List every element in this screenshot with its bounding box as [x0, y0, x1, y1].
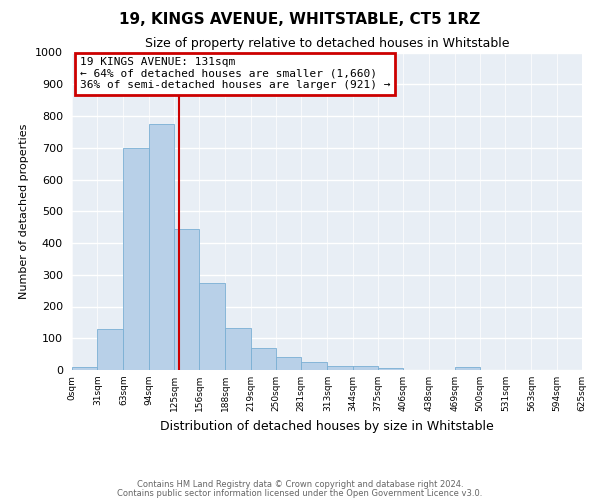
Bar — [174, 230, 199, 370]
Text: 19, KINGS AVENUE, WHITSTABLE, CT5 1RZ: 19, KINGS AVENUE, WHITSTABLE, CT5 1RZ — [119, 12, 481, 28]
Text: 19 KINGS AVENUE: 131sqm
← 64% of detached houses are smaller (1,660)
36% of semi: 19 KINGS AVENUE: 131sqm ← 64% of detache… — [80, 58, 390, 90]
Bar — [199, 282, 224, 370]
Bar — [353, 366, 378, 370]
Bar — [97, 330, 122, 370]
Text: Contains HM Land Registry data © Crown copyright and database right 2024.: Contains HM Land Registry data © Crown c… — [137, 480, 463, 489]
Bar — [251, 348, 276, 370]
Text: Contains public sector information licensed under the Open Government Licence v3: Contains public sector information licen… — [118, 488, 482, 498]
Y-axis label: Number of detached properties: Number of detached properties — [19, 124, 29, 299]
Bar — [276, 358, 301, 370]
Bar — [226, 328, 251, 370]
Bar — [72, 368, 97, 370]
Title: Size of property relative to detached houses in Whitstable: Size of property relative to detached ho… — [145, 37, 509, 50]
Bar — [301, 362, 326, 370]
Bar — [149, 124, 174, 370]
Bar — [124, 148, 149, 370]
X-axis label: Distribution of detached houses by size in Whitstable: Distribution of detached houses by size … — [160, 420, 494, 432]
Bar — [328, 366, 353, 370]
Bar — [455, 367, 480, 370]
Bar — [378, 368, 403, 370]
